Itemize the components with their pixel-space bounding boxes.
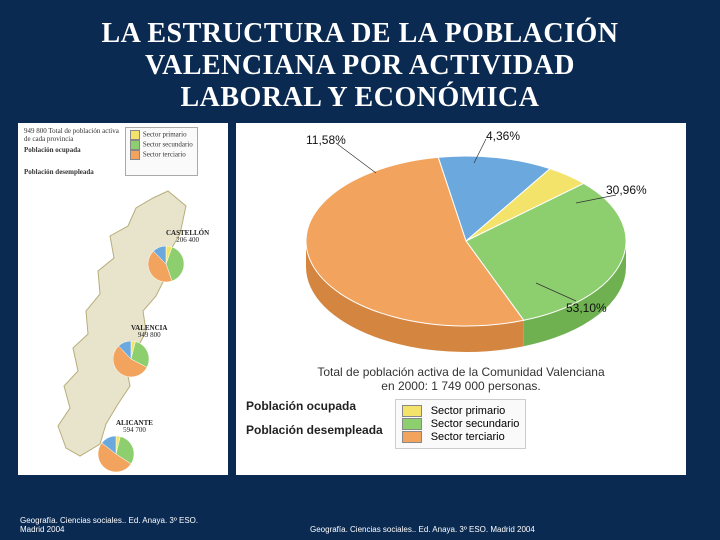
pie-percent-label: 11,58%	[306, 133, 346, 147]
map-legend-sector: Sector terciario	[130, 150, 193, 160]
content-panels: 949 800 Total de población activa de cad…	[0, 123, 720, 475]
slide: LA ESTRUCTURA DE LA POBLACIÓN VALENCIANA…	[0, 0, 720, 540]
pie-legend-row: Sector terciario	[402, 431, 520, 443]
slide-title: LA ESTRUCTURA DE LA POBLACIÓN VALENCIANA…	[0, 0, 720, 123]
pie-caption-l2: en 2000: 1 749 000 personas.	[381, 379, 540, 393]
main-pie-chart	[236, 123, 686, 363]
title-line-1: LA ESTRUCTURA DE LA POBLACIÓN	[101, 18, 618, 49]
pie-caption-l1: Total de población activa de la Comunida…	[317, 365, 604, 379]
pie-caption: Total de población activa de la Comunida…	[236, 365, 686, 393]
map-legend-line1: 949 800 Total de población activa	[24, 127, 119, 135]
title-line-2: VALENCIANA POR ACTIVIDAD	[145, 50, 575, 81]
big-pie-wrap: 4,36% 11,58% 30,96% 53,10%	[236, 123, 686, 363]
map-legend-desempleada: Población desempleada	[24, 168, 119, 176]
map-legend: 949 800 Total de población activa de cad…	[18, 123, 228, 176]
credit-right: Geografía. Ciencias sociales.. Ed. Anaya…	[310, 525, 535, 534]
map-legend-sector: Sector primario	[130, 130, 193, 140]
map-legend-sector: Sector secundario	[130, 140, 193, 150]
pie-panel: 4,36% 11,58% 30,96% 53,10% Total de poblaci…	[236, 123, 686, 475]
legend-ocupada: Población ocupada	[246, 399, 383, 413]
title-line-3: LABORAL Y ECONÓMICA	[180, 82, 539, 113]
map-legend-heading: 949 800 Total de población activa de cad…	[24, 127, 119, 176]
pie-legend: Población ocupada Población desempleada …	[246, 399, 676, 449]
pie-percent-label: 53,10%	[566, 301, 607, 315]
province-label: ALICANTE594 700	[116, 420, 153, 435]
pie-legend-items: Sector primarioSector secundarioSector t…	[395, 399, 527, 449]
map-sector-legend: Sector primarioSector secundarioSector t…	[125, 127, 198, 176]
map-legend-ocupada: Población ocupada	[24, 146, 119, 154]
province-pie	[98, 436, 134, 477]
map-panel: 949 800 Total de población activa de cad…	[18, 123, 228, 475]
province-label: CASTELLÓN206 400	[166, 230, 209, 245]
province-pie	[148, 246, 184, 287]
pie-legend-row: Sector secundario	[402, 418, 520, 430]
legend-desempleada: Población desempleada	[246, 423, 383, 437]
pie-percent-label: 4,36%	[486, 129, 520, 143]
province-label: VALENCIA949 800	[131, 325, 167, 340]
map-legend-line2: de cada provincia	[24, 135, 119, 143]
province-pie	[113, 341, 149, 382]
pie-percent-label: 30,96%	[606, 183, 647, 197]
map-wrap: CASTELLÓN206 400 VALENCIA949 800 ALICANTE5…	[18, 176, 228, 476]
pie-legend-row: Sector primario	[402, 405, 520, 417]
credit-left: Geografía. Ciencias sociales.. Ed. Anaya…	[20, 516, 220, 534]
pie-legend-col1: Población ocupada Población desempleada	[246, 399, 383, 437]
